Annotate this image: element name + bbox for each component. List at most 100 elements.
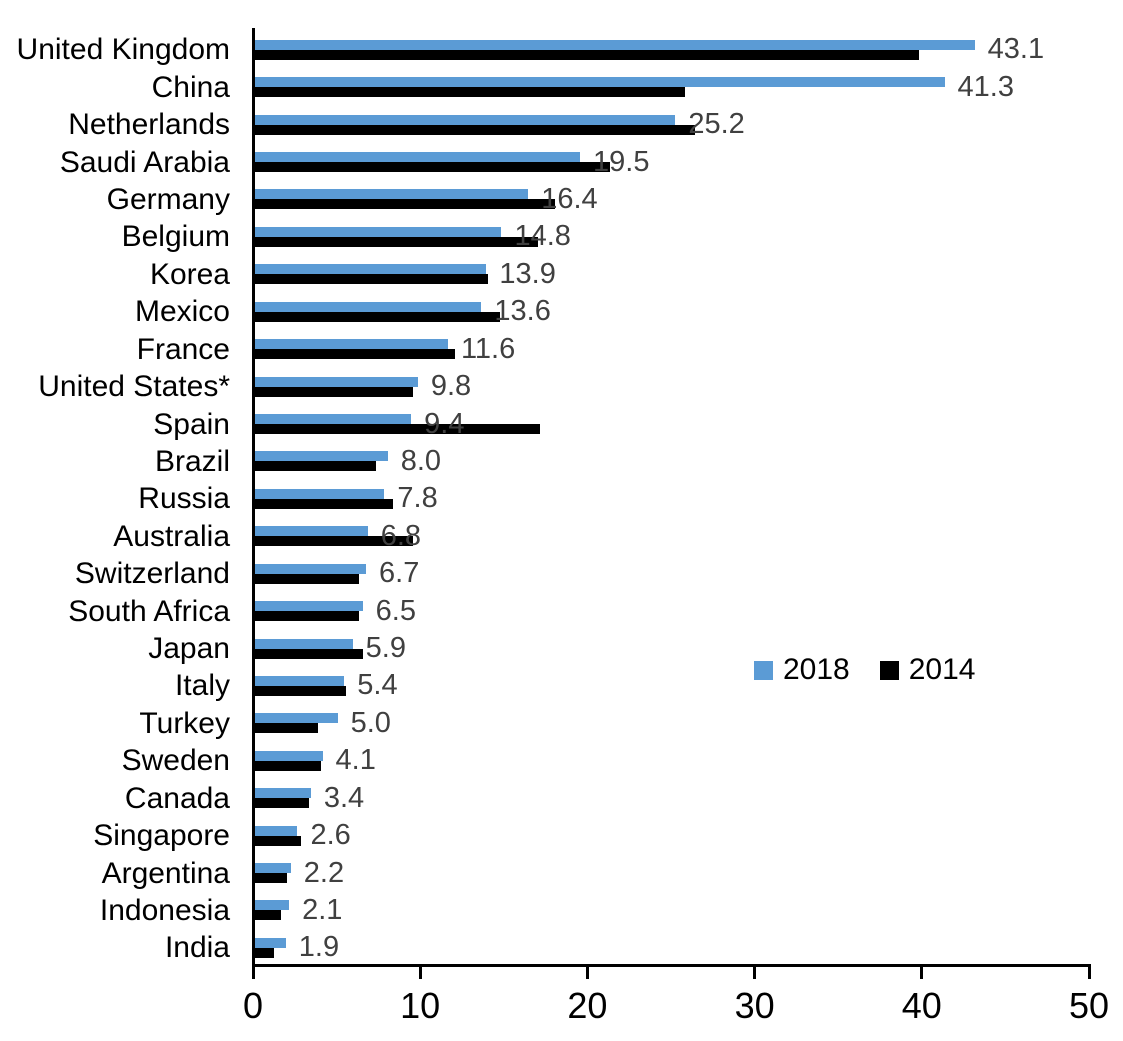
bar-2018	[254, 264, 487, 275]
value-label: 6.7	[379, 557, 420, 590]
bar-2014	[254, 87, 686, 98]
value-label: 14.8	[514, 220, 571, 253]
bar-2014	[254, 424, 540, 434]
bar-2014	[254, 611, 360, 622]
category-label: Korea	[149, 257, 230, 291]
value-label: 1.9	[298, 931, 340, 964]
bar-2014	[254, 461, 377, 472]
value-label: 41.3	[957, 70, 1014, 103]
category-label: India	[164, 931, 230, 965]
x-tick-mark	[920, 967, 924, 979]
bar-2014	[254, 910, 281, 921]
value-label: 9.8	[430, 370, 472, 403]
bar-2018	[254, 114, 676, 125]
bar-2014	[254, 199, 555, 210]
y-axis-line	[252, 28, 255, 967]
category-label: France	[136, 332, 230, 366]
bar-2014	[254, 311, 500, 322]
bar-2014	[254, 648, 363, 659]
bar-2018	[254, 339, 448, 350]
x-tick-label: 50	[1068, 985, 1110, 1026]
category-label: Argentina	[101, 856, 230, 890]
bar-2018	[254, 937, 286, 948]
bar-2014	[254, 236, 539, 247]
value-label: 19.5	[593, 145, 650, 178]
bar-2018	[254, 526, 368, 537]
category-label: United States*	[38, 370, 230, 404]
category-label: Saudi Arabia	[59, 145, 230, 179]
category-label: Switzerland	[74, 557, 230, 591]
bar-2018	[254, 750, 323, 761]
category-label: China	[151, 70, 230, 104]
bar-2014	[254, 723, 318, 734]
value-label: 2.6	[310, 819, 351, 852]
category-label: Japan	[148, 632, 230, 666]
bar-2014	[254, 798, 310, 809]
bar-2014	[254, 685, 346, 696]
bar-2014	[254, 349, 455, 360]
category-label: Italy	[174, 669, 230, 703]
bar-2018	[254, 788, 311, 799]
category-label: Sweden	[121, 744, 230, 778]
bar-2014	[254, 162, 611, 173]
category-label: Russia	[138, 482, 230, 516]
bar-2018	[254, 77, 945, 88]
x-tick-mark	[1087, 967, 1091, 979]
category-label: Germany	[106, 182, 230, 216]
category-label: Mexico	[134, 295, 230, 329]
value-label: 13.6	[494, 295, 551, 328]
bar-2018	[254, 376, 418, 387]
x-axis-line	[252, 964, 1091, 967]
bar-2014	[254, 124, 696, 135]
bar-2018	[254, 863, 291, 874]
x-tick-mark	[418, 967, 422, 979]
category-label: Australia	[113, 519, 230, 553]
category-label: Netherlands	[68, 108, 230, 142]
value-label: 4.1	[335, 744, 376, 777]
legend-swatch-2014	[879, 660, 899, 680]
legend: 2018 2014	[754, 655, 976, 685]
value-label: 11.6	[460, 332, 516, 365]
bar-2018	[254, 638, 353, 649]
legend-label-2018: 2018	[783, 653, 850, 686]
value-label: 8.0	[400, 444, 442, 477]
bar-2014	[254, 274, 489, 285]
category-label: Belgium	[121, 220, 230, 254]
bar-2014	[254, 49, 920, 60]
bar-2018	[254, 563, 367, 574]
x-tick-label: 40	[901, 985, 942, 1026]
value-label: 2.1	[302, 893, 343, 926]
bar-2018	[254, 713, 338, 724]
bar-2014	[254, 498, 393, 509]
x-tick-mark	[753, 967, 757, 979]
bar-2018	[254, 39, 975, 50]
value-label: 13.9	[499, 257, 556, 290]
category-label: Spain	[153, 407, 230, 441]
value-label: 5.9	[365, 632, 406, 665]
bar-2018	[254, 451, 388, 462]
x-tick-label: 0	[242, 985, 264, 1026]
bar-2014	[254, 873, 288, 884]
category-label: Indonesia	[99, 893, 230, 927]
bar-2018	[254, 601, 363, 612]
category-label: Brazil	[154, 444, 230, 478]
bar-2018	[254, 152, 581, 163]
legend-item-2018: 2018	[754, 655, 850, 685]
category-label: United Kingdom	[16, 33, 230, 67]
bar-2018	[254, 189, 529, 200]
bar-2018	[254, 488, 385, 499]
value-label: 9.4	[424, 407, 465, 440]
bar-2014	[254, 573, 360, 584]
bar-2018	[254, 301, 482, 312]
bar-2014	[254, 386, 413, 397]
bar-2018	[254, 825, 298, 836]
x-tick-label: 30	[734, 985, 775, 1026]
bar-2014	[254, 760, 321, 771]
value-label: 25.2	[688, 108, 745, 141]
category-label: Canada	[124, 781, 230, 815]
x-tick-label: 20	[567, 985, 608, 1026]
category-label: Singapore	[93, 819, 230, 853]
bar-2014	[254, 835, 301, 846]
bar-2014	[254, 947, 275, 958]
